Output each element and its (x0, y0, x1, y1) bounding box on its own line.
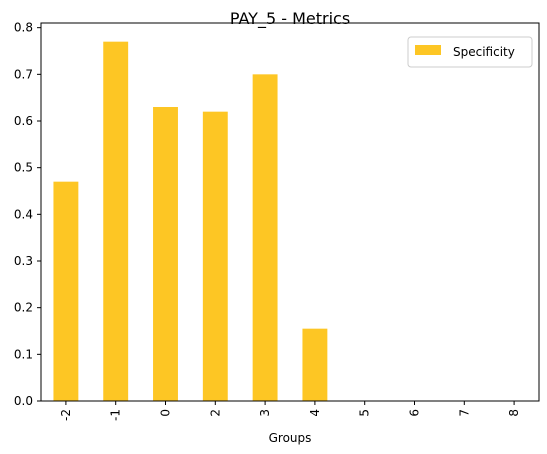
x-tick-label: 6 (408, 409, 422, 417)
y-tick-label: 0.4 (14, 207, 33, 221)
x-tick-label: 4 (308, 409, 322, 417)
x-tick-label: 5 (358, 409, 372, 417)
x-tick-label: 0 (159, 409, 173, 417)
x-tick-label: -1 (109, 409, 123, 421)
bar-0 (153, 107, 178, 401)
y-tick-label: 0.6 (14, 114, 33, 128)
bar-3 (252, 74, 278, 401)
x-tick-label: 8 (507, 409, 521, 417)
legend: Specificity (407, 36, 533, 68)
bar--2 (53, 181, 79, 401)
bars-group (53, 41, 328, 402)
chart-title: PAY_5 - Metrics (230, 9, 350, 29)
y-tick-label: 0.0 (14, 394, 33, 408)
y-tick-label: 0.3 (14, 254, 33, 268)
x-axis-label: Groups (269, 431, 312, 445)
y-tick-label: 0.8 (14, 21, 33, 35)
x-axis: -2 -1 0 2 3 4 5 6 7 8 (59, 401, 521, 421)
x-tick-label: 2 (208, 409, 222, 417)
y-tick-label: 0.5 (14, 161, 33, 175)
bar-4 (302, 328, 328, 401)
y-tick-label: 0.2 (14, 301, 33, 315)
y-tick-label: 0.7 (14, 67, 33, 81)
plot-frame (40, 22, 540, 402)
x-tick-label: 7 (457, 409, 471, 417)
legend-label: Specificity (453, 45, 515, 59)
x-tick-label: -2 (59, 409, 73, 421)
legend-swatch (415, 45, 441, 55)
y-axis: 0.0 0.1 0.2 0.3 0.4 0.5 0.6 0.7 0.8 (14, 21, 41, 408)
x-tick-label: 3 (258, 409, 272, 417)
bar-2 (202, 111, 228, 402)
y-tick-label: 0.1 (14, 347, 33, 361)
bar--1 (103, 41, 129, 402)
legend-box (407, 36, 533, 68)
